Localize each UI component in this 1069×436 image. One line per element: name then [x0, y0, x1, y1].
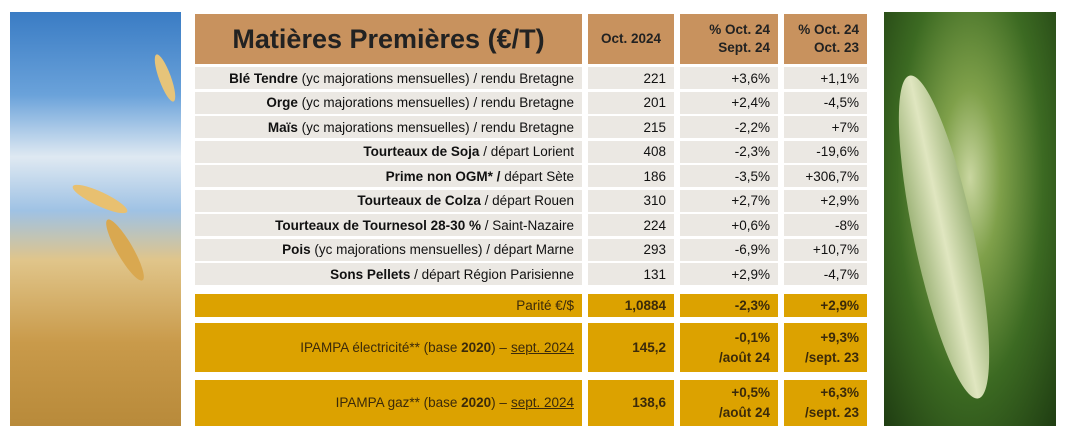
ipampa-base-year: 2020	[461, 395, 492, 411]
row-value: 215	[588, 116, 674, 138]
header-oct-2024: Oct. 2024	[588, 14, 674, 64]
row-label: Tourteaux de Colza / départ Rouen	[195, 189, 582, 212]
parity-value: 1,0884	[588, 294, 674, 317]
row-label: Prime non OGM* / départ Sète	[195, 165, 582, 187]
header-line: Oct. 23	[813, 40, 859, 55]
product-detail: (yc majorations mensuelles) / rendu Bret…	[297, 70, 574, 86]
ipampa-label-text: IPAMPA électricité** (base	[300, 339, 462, 355]
var-value: +9,3%	[820, 329, 859, 345]
var-value: +0,5%	[731, 385, 770, 401]
row-value: 224	[588, 214, 674, 236]
green-wheat-ear-photo	[884, 12, 1056, 426]
product-detail: / départ Région Parisienne	[410, 266, 574, 282]
product-name: Tourteaux de Soja	[363, 144, 480, 159]
row-value: 186	[588, 165, 674, 187]
product-detail: (yc majorations mensuelles) / rendu Bret…	[297, 95, 574, 110]
table-title: Matières Premières (€/T)	[195, 14, 582, 64]
product-detail: / Saint-Nazaire	[480, 217, 574, 233]
row-label: Orge (yc majorations mensuelles) / rendu…	[195, 91, 582, 114]
product-name: Prime non OGM* /	[385, 168, 501, 184]
ipampa-value: 138,6	[588, 380, 674, 426]
product-name: Tourteaux de Tournesol 28-30 %	[275, 217, 481, 233]
parity-label: Parité €/$	[195, 294, 582, 317]
ipampa-var-month: +0,5% /août 24	[680, 380, 778, 426]
row-label: Tourteaux de Tournesol 28-30 % / Saint-N…	[195, 214, 582, 236]
row-var-year: +10,7%	[784, 238, 867, 261]
ipampa-label: IPAMPA électricité** (base 2020) – sept. …	[195, 323, 582, 372]
product-name: Pois	[282, 242, 311, 257]
row-label: Maïs (yc majorations mensuelles) / rendu…	[195, 116, 582, 138]
row-var-month: +2,4%	[680, 91, 778, 114]
ipampa-var-year: +6,3% /sept. 23	[784, 380, 867, 426]
ipampa-label-text: ) –	[491, 339, 507, 355]
row-value: 221	[588, 67, 674, 89]
parity-var-month: -2,3%	[680, 294, 778, 317]
ipampa-label: IPAMPA gaz** (base 2020) – sept. 2024	[195, 380, 582, 426]
product-detail: / départ Lorient	[479, 144, 574, 159]
var-value: -0,1%	[734, 329, 770, 345]
row-var-year: +2,9%	[784, 189, 867, 212]
row-var-year: -4,7%	[784, 263, 867, 285]
ipampa-base-year: 2020	[461, 339, 492, 355]
header-var-month: % Oct. 24 Sept. 24	[680, 14, 778, 64]
header-line: % Oct. 24	[709, 21, 770, 37]
row-var-month: +3,6%	[680, 67, 778, 89]
ipampa-date-link[interactable]: sept. 2024	[510, 395, 574, 411]
var-reference: /août 24	[718, 349, 770, 365]
product-detail: / départ Rouen	[480, 193, 574, 208]
row-var-year: -4,5%	[784, 91, 867, 114]
wheat-field-photo	[10, 12, 181, 426]
row-var-month: +0,6%	[680, 214, 778, 236]
ipampa-label-text: ) –	[491, 395, 507, 411]
row-var-month: +2,7%	[680, 189, 778, 212]
product-name: Tourteaux de Colza	[357, 193, 481, 208]
row-label: Blé Tendre (yc majorations mensuelles) /…	[195, 67, 582, 89]
row-value: 131	[588, 263, 674, 285]
product-detail: (yc majorations mensuelles) / rendu Bret…	[297, 119, 574, 135]
product-detail: (yc majorations mensuelles) / départ Mar…	[310, 242, 574, 257]
row-value: 201	[588, 91, 674, 114]
row-var-year: -19,6%	[784, 140, 867, 163]
product-name: Sons Pellets	[330, 266, 411, 282]
row-label: Pois (yc majorations mensuelles) / dépar…	[195, 238, 582, 261]
row-var-year: +7%	[784, 116, 867, 138]
row-label: Tourteaux de Soja / départ Lorient	[195, 140, 582, 163]
row-var-month: -3,5%	[680, 165, 778, 187]
header-line: Sept. 24	[718, 40, 770, 55]
ipampa-label-text: IPAMPA gaz** (base	[335, 395, 462, 411]
row-var-month: -2,3%	[680, 140, 778, 163]
var-reference: /août 24	[718, 405, 770, 420]
product-name: Orge	[266, 95, 298, 110]
var-reference: /sept. 23	[804, 405, 859, 420]
product-name: Maïs	[267, 119, 298, 135]
ipampa-var-year: +9,3% /sept. 23	[784, 323, 867, 372]
row-value: 310	[588, 189, 674, 212]
row-value: 408	[588, 140, 674, 163]
var-reference: /sept. 23	[804, 349, 859, 365]
var-value: +6,3%	[820, 385, 859, 401]
row-var-month: -2,2%	[680, 116, 778, 138]
row-var-year: -8%	[784, 214, 867, 236]
parity-var-year: +2,9%	[784, 294, 867, 317]
row-var-month: -6,9%	[680, 238, 778, 261]
row-label: Sons Pellets / départ Région Parisienne	[195, 263, 582, 285]
ipampa-value: 145,2	[588, 323, 674, 372]
row-value: 293	[588, 238, 674, 261]
header-line: % Oct. 24	[798, 21, 859, 37]
row-var-year: +306,7%	[784, 165, 867, 187]
ipampa-var-month: -0,1% /août 24	[680, 323, 778, 372]
ipampa-date-link[interactable]: sept. 2024	[510, 339, 574, 355]
row-var-month: +2,9%	[680, 263, 778, 285]
product-name: Blé Tendre	[229, 70, 298, 86]
header-var-year: % Oct. 24 Oct. 23	[784, 14, 867, 64]
product-detail: départ Sète	[500, 168, 574, 184]
row-var-year: +1,1%	[784, 67, 867, 89]
